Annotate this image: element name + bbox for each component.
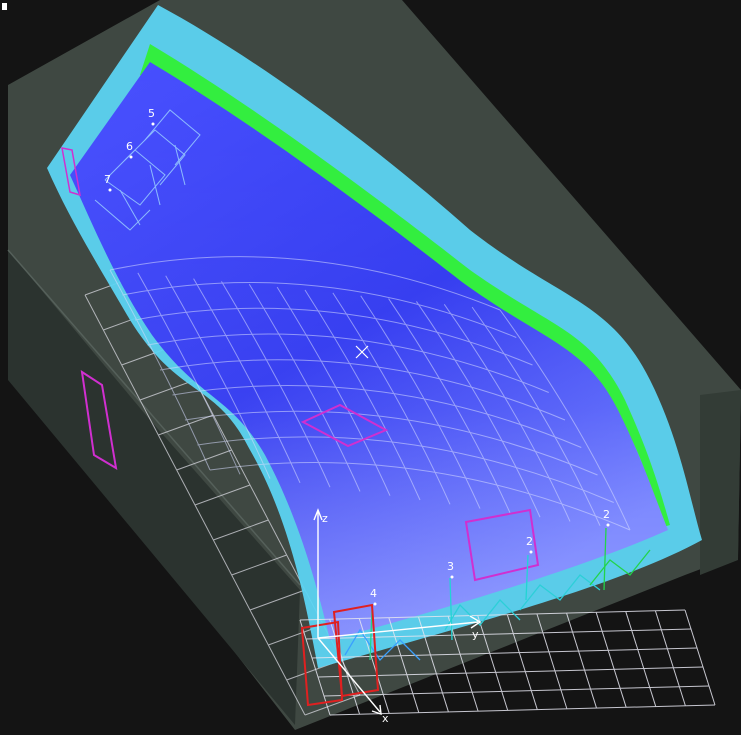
grid-line	[158, 414, 214, 436]
mesh-line	[443, 303, 571, 522]
mesh-line	[159, 359, 566, 421]
mesh-line	[109, 269, 211, 471]
mesh-line	[416, 301, 541, 518]
grid-line	[566, 612, 598, 709]
axis-x-label: x	[382, 712, 389, 725]
grid-line	[417, 616, 449, 713]
mesh-line	[184, 410, 598, 476]
grid-line	[595, 612, 627, 708]
mesh-line	[137, 272, 241, 475]
point-label: 5	[148, 107, 155, 120]
center-cross-icon	[355, 345, 369, 359]
grid-line	[329, 704, 716, 716]
mesh-line	[134, 307, 533, 366]
mesh-line	[147, 333, 549, 393]
surface-mesh	[109, 256, 631, 531]
grid-line	[176, 449, 232, 471]
red-markers	[300, 603, 380, 707]
grid-line	[654, 610, 686, 706]
grid-line	[304, 694, 361, 716]
front-grid	[299, 609, 716, 716]
point-label: 7	[104, 173, 111, 186]
grid-line	[625, 611, 657, 707]
grid-line	[305, 628, 692, 640]
grid-line	[139, 379, 196, 401]
upper-sensor-cluster	[94, 109, 201, 231]
mesh-line	[109, 256, 501, 311]
housing-right-face	[700, 390, 741, 575]
grid-line	[358, 618, 390, 714]
point-label: 2	[603, 508, 610, 521]
grid-line	[477, 615, 509, 711]
side-marker	[80, 369, 118, 470]
grid-line	[684, 609, 716, 706]
mesh-line	[471, 306, 601, 526]
axis-z-label: z	[322, 512, 328, 525]
upper-marker	[61, 147, 81, 197]
mesh-line	[499, 309, 631, 531]
mesh-line	[209, 462, 631, 531]
housing-edge	[7, 249, 301, 586]
grid-line	[317, 666, 704, 678]
point-label: 3	[447, 560, 454, 573]
grid-line	[506, 614, 538, 710]
grid-line	[536, 613, 568, 709]
center-marker	[300, 403, 389, 448]
mesh-line	[122, 282, 517, 338]
mesh-line	[165, 275, 271, 479]
lower-sensor-lines	[344, 527, 651, 662]
grid-line	[84, 294, 306, 716]
mesh-line	[332, 292, 451, 505]
point-labels: 5 6 7 4 3 2 2	[104, 107, 610, 606]
mesh-line	[360, 295, 481, 509]
mesh-line	[248, 284, 361, 492]
mesh-line	[172, 385, 582, 448]
axis-y-label: y	[472, 628, 479, 641]
point-label: 4	[370, 587, 377, 600]
mesh-line	[388, 298, 511, 514]
grid-line	[299, 609, 686, 621]
mesh-line	[276, 286, 391, 496]
right-marker	[464, 508, 540, 582]
mesh-line	[197, 436, 614, 503]
grid-line	[249, 589, 306, 611]
grid-line	[213, 519, 269, 541]
housing-left-face	[8, 250, 300, 725]
grid-line	[447, 616, 479, 712]
point-label: 2	[526, 535, 533, 548]
grid-line	[323, 685, 710, 697]
mesh-line	[304, 289, 421, 501]
grid-line	[329, 619, 361, 715]
grid-line	[231, 554, 287, 576]
mesh-line	[193, 278, 301, 484]
grid-line	[299, 619, 331, 716]
grid-line	[388, 617, 420, 713]
grid-line	[194, 484, 251, 506]
point-label: 6	[126, 140, 133, 153]
corner-glyph-icon	[2, 3, 7, 10]
axis-triad	[313, 508, 482, 716]
